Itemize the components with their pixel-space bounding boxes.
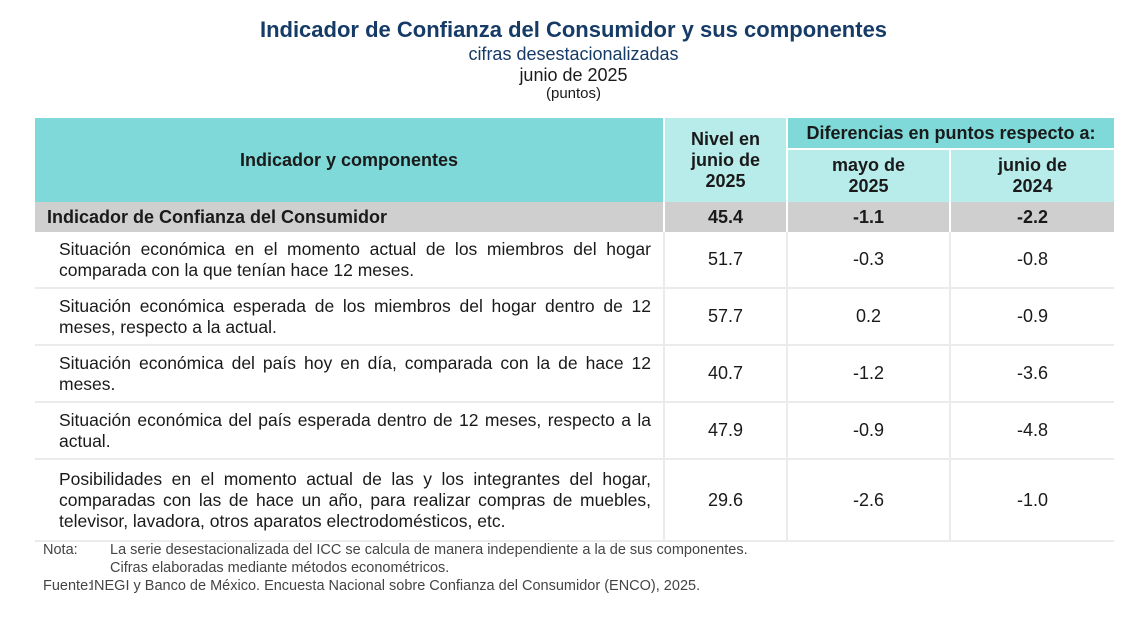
row-name: Situación económica del país hoy en día,…	[35, 345, 664, 403]
units-label: (puntos)	[545, 85, 602, 102]
row-name: Situación económica en el momento actual…	[35, 232, 664, 289]
row-level: 45.4	[663, 202, 787, 232]
row-level: 47.9	[663, 402, 787, 460]
row-name: Situación económica del país esperada de…	[35, 402, 664, 460]
source-text: INEGI y Banco de México. Encuesta Nacion…	[90, 578, 701, 594]
footnotes: Nota: La serie desestacionalizada del IC…	[43, 541, 748, 595]
row-diff-may: -0.9	[786, 402, 950, 460]
row-level: 57.7	[663, 288, 787, 346]
row-diff-may: 0.2	[786, 288, 950, 346]
indicator-table: Indicador y componentes Nivel en junio d…	[35, 118, 1114, 542]
header-diff-may: mayo de 2025	[787, 149, 951, 202]
table-row: Situación económica del país hoy en día,…	[35, 345, 1114, 403]
row-diff-june: -0.9	[949, 288, 1114, 346]
header-indicator: Indicador y componentes	[35, 118, 665, 202]
note-text-2: Cifras elaboradas mediante métodos econo…	[110, 560, 450, 576]
table-row: Situación económica del país esperada de…	[35, 402, 1114, 460]
table-row: Situación económica esperada de los miem…	[35, 288, 1114, 346]
row-diff-june: -3.6	[949, 345, 1114, 403]
table-row: Posibilidades en el momento actual de la…	[35, 459, 1114, 542]
row-diff-may: -1.2	[786, 345, 950, 403]
row-diff-may: -2.6	[786, 459, 950, 542]
table-row-main: Indicador de Confianza del Consumidor 45…	[35, 202, 1114, 232]
row-name: Posibilidades en el momento actual de la…	[35, 459, 664, 542]
note-line: Cifras elaboradas mediante métodos econo…	[43, 559, 748, 577]
table-row: Situación económica en el momento actual…	[35, 232, 1114, 289]
title-block: Indicador de Confianza del Consumidor y …	[0, 16, 1147, 102]
page-title: Indicador de Confianza del Consumidor y …	[259, 17, 888, 42]
row-name: Situación económica esperada de los miem…	[35, 288, 664, 346]
row-level: 29.6	[663, 459, 787, 542]
note-text: La serie desestacionalizada del ICC se c…	[110, 542, 748, 558]
row-level: 40.7	[663, 345, 787, 403]
row-diff-june: -4.8	[949, 402, 1114, 460]
page-subtitle: cifras desestacionalizadas	[468, 44, 679, 64]
row-diff-june: -1.0	[949, 459, 1114, 542]
header-diff-june: junio de 2024	[950, 149, 1114, 202]
row-name: Indicador de Confianza del Consumidor	[35, 202, 664, 232]
source-label: Fuente:	[43, 578, 93, 594]
source-line: Fuente: INEGI y Banco de México. Encuest…	[43, 577, 748, 595]
row-diff-may: -1.1	[786, 202, 950, 232]
header-level: Nivel en junio de 2025	[664, 118, 788, 202]
row-diff-june: -0.8	[949, 232, 1114, 289]
header-differences: Diferencias en puntos respecto a:	[787, 118, 1114, 150]
note-label: Nota:	[43, 542, 78, 558]
header-diff-june-label: junio de 2024	[998, 155, 1067, 196]
row-diff-may: -0.3	[786, 232, 950, 289]
row-level: 51.7	[663, 232, 787, 289]
period-label: junio de 2025	[519, 65, 628, 85]
header-diff-may-label: mayo de 2025	[831, 155, 906, 196]
row-diff-june: -2.2	[949, 202, 1114, 232]
header-level-label: Nivel en junio de 2025	[690, 128, 761, 191]
note-line: Nota: La serie desestacionalizada del IC…	[43, 541, 748, 559]
